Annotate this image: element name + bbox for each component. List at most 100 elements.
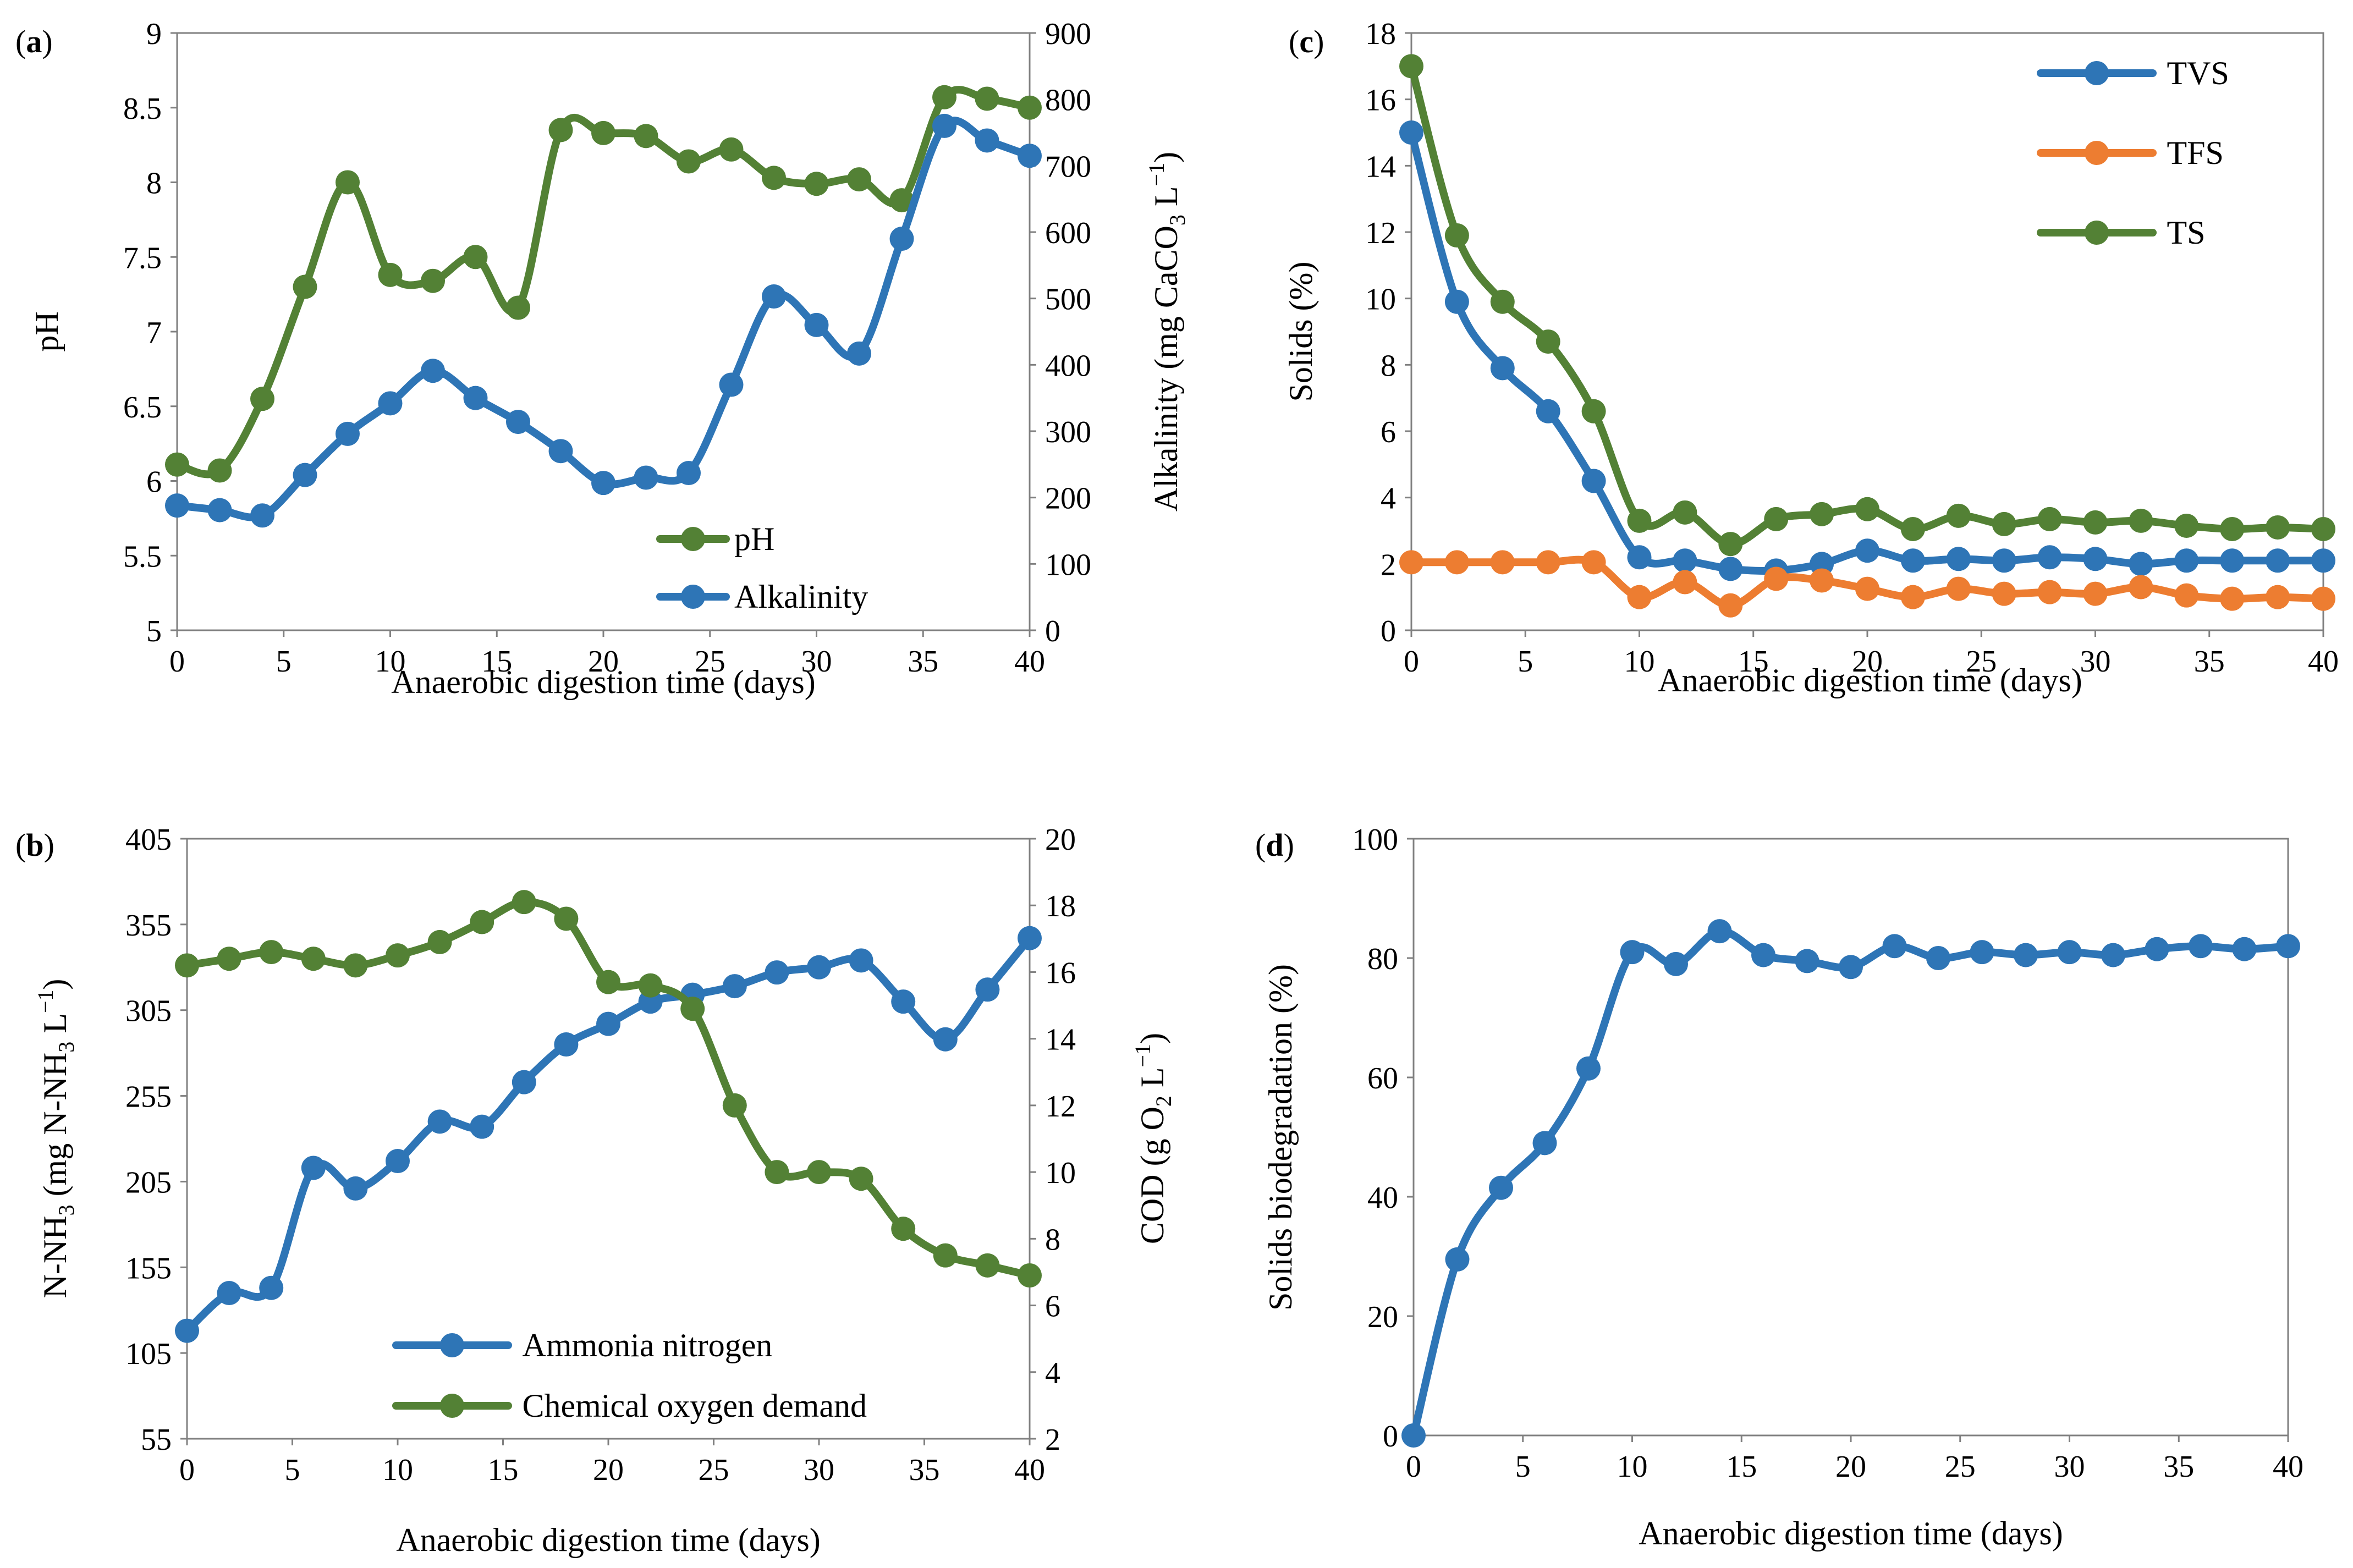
y-tick-label: 12 [1365,216,1396,250]
data-point [933,1243,958,1268]
data-point [1399,550,1423,575]
y2-axis-label: COD (g O2 L−1) [1130,1033,1176,1244]
data-point [1855,497,1879,521]
data-point [1445,1247,1470,1272]
data-point [506,295,530,320]
data-point [1018,1263,1042,1288]
legend-marker [2085,221,2109,245]
series-line-solids-biodegradation [1410,927,2292,1439]
data-point [1855,576,1879,601]
y-axis-label: N-NH3 (mg N-NH3 L−1) [33,979,79,1299]
data-point [2037,545,2062,570]
data-point [1839,955,1863,980]
legend-marker [2085,141,2109,165]
y-tick-label: 20 [1367,1300,1398,1334]
y-tick-label: 155 [125,1251,172,1285]
data-point [975,1253,1000,1278]
data-point [1810,552,1834,576]
y-tick-label: 7 [146,316,162,350]
data-point [470,1114,494,1139]
x-tick-label: 30 [2080,645,2111,679]
data-point [378,391,403,416]
y-tick-label: 5 [146,614,162,648]
legend: pH Alkalinity [656,521,868,615]
data-point [554,906,579,931]
x-tick-label: 40 [2273,1450,2303,1484]
data-point [2189,934,2213,959]
y2-tick-label: 18 [1045,889,1076,923]
y-tick-label: 105 [125,1337,172,1371]
x-tick-label: 25 [699,1453,729,1487]
y-tick-label: 205 [125,1165,172,1200]
y-tick-label: 255 [125,1080,172,1114]
data-point [207,498,232,522]
y2-tick-label: 400 [1045,349,1091,383]
data-point [1627,545,1652,570]
data-point [1764,507,1789,531]
data-point [1718,557,1743,581]
y-axis-label-part: 3 [54,1204,79,1215]
data-point [207,458,232,483]
x-tick-label: 10 [375,645,406,679]
data-point [463,245,488,269]
data-point [2129,575,2153,599]
data-point [548,439,573,464]
y2-tick-label: 200 [1045,482,1091,516]
x-tick-label: 0 [179,1453,195,1487]
data-point [2174,513,2199,538]
y-axis-label-part: (mg N-NH [37,1053,73,1205]
data-point [165,452,189,477]
legend-label: Chemical oxygen demand [523,1388,867,1424]
y-tick-label: 8 [146,167,162,201]
data-point [722,974,747,999]
y-tick-label: 60 [1367,1061,1398,1096]
y2-tick-label: 300 [1045,415,1091,449]
data-point [1399,120,1423,145]
y2-tick-label: 6 [1045,1290,1060,1324]
data-point [1018,95,1042,120]
data-point [293,463,317,487]
data-point [386,943,410,968]
y2-axis-label: Alkalinity (mg CaCO3 L−1) [1144,152,1190,511]
data-point [1673,570,1697,595]
data-point [2129,508,2153,533]
x-tick-label: 20 [588,645,619,679]
y-tick-label: 0 [1381,614,1396,648]
legend-marker [440,1333,464,1357]
y2-axis-label-part: COD (g O [1134,1107,1170,1244]
data-point [2174,583,2199,608]
x-tick-label: 35 [2194,645,2225,679]
y-tick-label: 55 [141,1423,172,1457]
x-tick-label: 35 [909,1453,940,1487]
data-point [463,386,488,410]
data-point [1444,550,1469,575]
x-tick-label: 20 [1835,1450,1866,1484]
legend-label: Ammonia nitrogen [523,1327,773,1363]
panel-label-close: ) [44,827,54,863]
y-axis-label-part: L [37,1013,73,1042]
data-point [847,167,871,192]
y-tick-label: 8.5 [123,92,162,126]
data-point [891,989,916,1014]
y2-tick-label: 16 [1045,956,1076,990]
data-point [175,1318,199,1343]
y-tick-label: 405 [125,823,172,857]
data-point [932,113,956,138]
x-tick-label: 15 [488,1453,519,1487]
panel-label-close: ) [1284,827,1294,863]
data-point [2145,937,2169,961]
data-point [2101,943,2125,967]
data-point [933,1027,958,1052]
x-tick-label: 0 [1406,1450,1421,1484]
y2-axis-label-part: ) [1134,1033,1170,1044]
data-point [427,1109,452,1134]
data-point [1536,550,1560,575]
data-point [722,1093,747,1118]
y2-axis-label-part: L [1148,186,1184,214]
data-point [677,461,701,486]
data-point [634,124,658,148]
legend-label: TS [2167,214,2206,251]
data-point [719,137,744,162]
y2-tick-label: 14 [1045,1023,1076,1057]
y-tick-label: 80 [1367,942,1398,976]
